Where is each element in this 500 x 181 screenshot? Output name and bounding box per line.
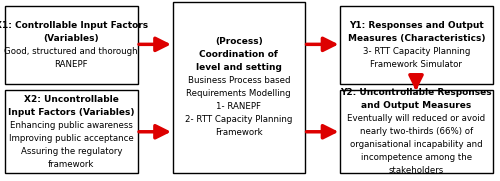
Bar bbox=[5, 6, 138, 84]
Bar bbox=[172, 2, 305, 173]
Text: Framework: Framework bbox=[215, 129, 262, 137]
Text: framework: framework bbox=[48, 160, 94, 169]
Text: 2- RTT Capacity Planning: 2- RTT Capacity Planning bbox=[185, 115, 292, 124]
Text: (Process): (Process) bbox=[215, 37, 262, 46]
Text: RANEPF: RANEPF bbox=[54, 60, 88, 69]
Text: Framework Simulator: Framework Simulator bbox=[370, 60, 462, 69]
Text: 1- RANEPF: 1- RANEPF bbox=[216, 102, 261, 111]
Text: Y2: Uncontrollable Responses: Y2: Uncontrollable Responses bbox=[340, 88, 492, 97]
Text: Coordination of: Coordination of bbox=[200, 50, 278, 59]
Text: Business Process based: Business Process based bbox=[188, 76, 290, 85]
Text: organisational incapability and: organisational incapability and bbox=[350, 140, 482, 149]
Text: Input Factors (Variables): Input Factors (Variables) bbox=[8, 108, 134, 117]
Text: incompetence among the: incompetence among the bbox=[360, 153, 472, 162]
Bar bbox=[340, 6, 492, 84]
Text: X1: Controllable Input Factors: X1: Controllable Input Factors bbox=[0, 21, 148, 30]
Text: Measures (Characteristics): Measures (Characteristics) bbox=[348, 34, 485, 43]
Text: Y1: Responses and Output: Y1: Responses and Output bbox=[349, 21, 484, 30]
Text: (Variables): (Variables) bbox=[44, 34, 99, 43]
Text: X2: Uncontrollable: X2: Uncontrollable bbox=[24, 95, 118, 104]
Text: and Output Measures: and Output Measures bbox=[361, 101, 472, 110]
Text: Assuring the regulatory: Assuring the regulatory bbox=[20, 147, 122, 156]
Text: Enhancing public awareness: Enhancing public awareness bbox=[10, 121, 132, 130]
Text: level and setting: level and setting bbox=[196, 63, 282, 72]
Text: nearly two-thirds (66%) of: nearly two-thirds (66%) of bbox=[360, 127, 473, 136]
Text: 3- RTT Capacity Planning: 3- RTT Capacity Planning bbox=[362, 47, 470, 56]
Text: Good, structured and thorough: Good, structured and thorough bbox=[4, 47, 138, 56]
Text: Requirements Modelling: Requirements Modelling bbox=[186, 89, 291, 98]
Text: Improving public acceptance: Improving public acceptance bbox=[9, 134, 134, 143]
Text: Eventually will reduced or avoid: Eventually will reduced or avoid bbox=[347, 114, 486, 123]
Text: stakeholders: stakeholders bbox=[388, 166, 444, 175]
Bar bbox=[340, 90, 492, 173]
Bar bbox=[5, 90, 138, 173]
